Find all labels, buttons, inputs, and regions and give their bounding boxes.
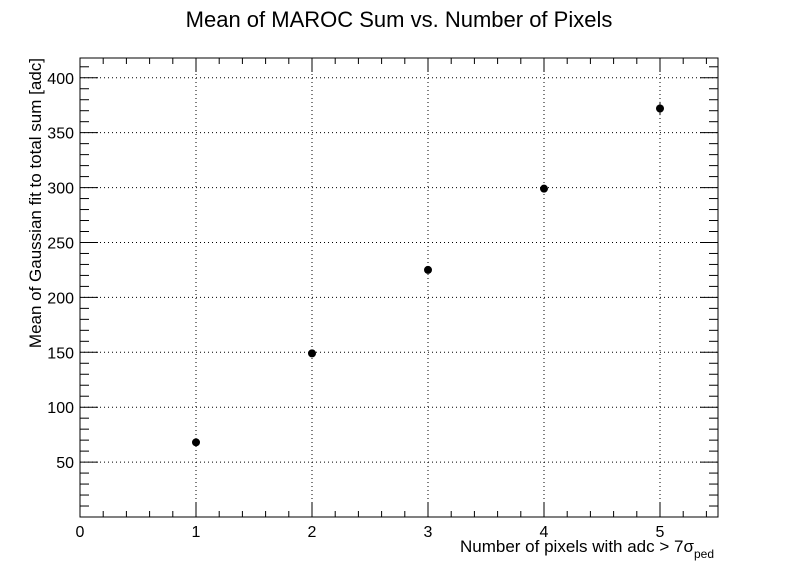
axis-ticks — [79, 58, 718, 517]
chart-title: Mean of MAROC Sum vs. Number of Pixels — [186, 7, 613, 32]
grid — [80, 58, 718, 517]
x-tick-label: 3 — [424, 524, 433, 541]
y-tick-label: 250 — [47, 235, 74, 252]
tick-labels: 0 1 2 3 4 5 50 100 150 200 250 300 350 400 — [47, 71, 664, 541]
x-tick-label: 0 — [76, 524, 85, 541]
plot-frame — [79, 57, 719, 518]
y-tick-label: 150 — [47, 345, 74, 362]
y-tick-label: 200 — [47, 290, 74, 307]
x-axis-label-subscript: ped — [694, 547, 714, 561]
y-tick-label: 50 — [56, 455, 74, 472]
data-point — [424, 265, 432, 274]
data-point — [540, 184, 548, 193]
x-tick-label: 2 — [308, 524, 317, 541]
x-tick-label: 5 — [656, 524, 665, 541]
y-tick-label: 300 — [47, 181, 74, 198]
y-axis-label: Mean of Gaussian fit to total sum [adc] — [26, 58, 45, 348]
x-tick-label: 4 — [540, 524, 549, 541]
data-point — [192, 438, 200, 447]
x-axis-label: Number of pixels with adc > 7σped — [460, 537, 714, 561]
data-point — [656, 104, 664, 113]
y-tick-label: 100 — [47, 400, 74, 417]
x-axis-label-main: Number of pixels with adc > 7σ — [460, 537, 694, 556]
data-point — [308, 349, 316, 358]
x-tick-label: 1 — [192, 524, 201, 541]
y-tick-label: 400 — [47, 71, 74, 88]
data-points — [192, 101, 664, 447]
y-tick-label: 350 — [47, 126, 74, 143]
